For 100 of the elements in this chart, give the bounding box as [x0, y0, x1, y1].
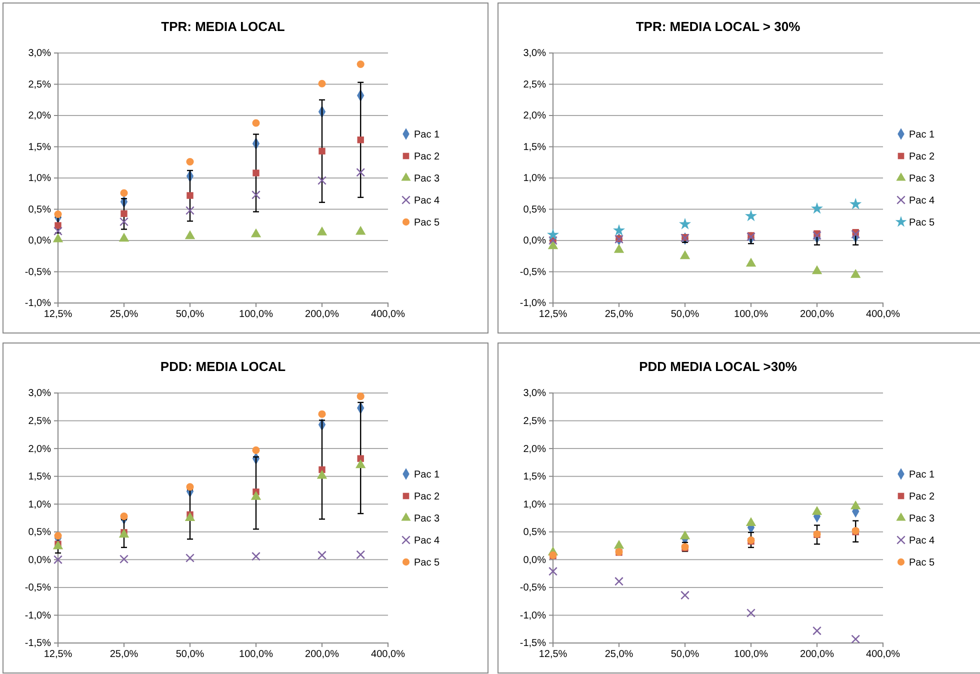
point: [546, 228, 560, 240]
legend-label: Pac 1: [414, 470, 440, 480]
legend-label: Pac 4: [414, 196, 440, 206]
legend-label: Pac 4: [909, 536, 936, 546]
y-tick-label: -1,0%: [24, 610, 52, 622]
x-tick-label: 50,0%: [670, 649, 700, 660]
y-tick-label: 1,5%: [28, 472, 52, 483]
legend-label: Pac 3: [414, 514, 440, 524]
y-tick-label: -1,0%: [520, 610, 546, 622]
x-tick-label: 200,0%: [305, 309, 340, 320]
y-tick-label: 0,0%: [28, 554, 52, 566]
x-tick-label: 25,0%: [110, 309, 138, 320]
point: [318, 410, 326, 418]
point: [184, 512, 196, 521]
point: [120, 554, 128, 564]
y-tick-label: 1,5%: [523, 472, 546, 483]
point: [812, 506, 822, 515]
y-tick-label: 0,0%: [523, 554, 546, 566]
chart-title: PDD: MEDIA LOCAL: [160, 359, 286, 374]
y-tick-label: 0,0%: [28, 236, 52, 247]
x-tick-label: 12,5%: [44, 649, 72, 660]
legend-label: Pac 2: [909, 152, 936, 162]
y-tick-label: 1,0%: [28, 173, 52, 184]
x-tick-label: 25,0%: [110, 649, 138, 660]
y-tick-label: 2,5%: [523, 416, 546, 427]
y-tick-label: -1,5%: [24, 638, 52, 650]
point: [250, 491, 262, 500]
x-tick-label: 400,0%: [866, 649, 900, 660]
point: [186, 206, 194, 215]
point: [612, 224, 626, 236]
legend-label: Pac 3: [414, 174, 440, 184]
y-tick-label: -1,5%: [520, 638, 546, 650]
x-tick-label: 400,0%: [371, 649, 406, 660]
point: [680, 590, 690, 600]
point: [316, 470, 328, 479]
x-tick-label: 50,0%: [670, 309, 700, 320]
point: [54, 555, 62, 564]
y-tick-label: 3,0%: [523, 388, 546, 400]
legend-label: Pac 4: [909, 196, 936, 206]
y-tick-label: -0,5%: [24, 266, 52, 278]
point: [810, 202, 824, 214]
y-tick-label: -0,5%: [24, 582, 52, 594]
y-tick-label: 0,0%: [523, 236, 546, 247]
point: [746, 608, 756, 618]
point: [252, 446, 260, 454]
legend-label: Pac 1: [909, 130, 936, 140]
y-tick-label: 2,5%: [28, 79, 52, 90]
point: [316, 226, 328, 236]
point: [812, 231, 822, 240]
legend-label: Pac 5: [414, 558, 440, 568]
point: [746, 258, 756, 267]
point: [812, 626, 822, 636]
point: [120, 210, 128, 217]
y-tick-label: 0,5%: [523, 204, 546, 216]
x-tick-label: 400,0%: [866, 309, 900, 320]
y-tick-label: 0,5%: [28, 204, 52, 216]
y-tick-label: -1,0%: [520, 298, 546, 310]
point: [746, 232, 756, 242]
legend-label: Pac 2: [414, 492, 440, 502]
point: [614, 540, 624, 549]
point: [680, 530, 690, 540]
legend-label: Pac 1: [909, 470, 936, 480]
point: [318, 550, 326, 560]
y-tick-label: 2,5%: [28, 416, 52, 427]
point: [120, 217, 128, 226]
legend-label: Pac 5: [909, 558, 936, 568]
point: [252, 170, 260, 176]
x-tick-label: 100,0%: [239, 309, 274, 320]
chart-title: TPR: MEDIA LOCAL: [161, 19, 285, 34]
y-tick-label: -0,5%: [520, 582, 546, 594]
point: [614, 244, 624, 253]
x-tick-label: 12,5%: [538, 649, 568, 660]
point: [252, 552, 260, 561]
point: [184, 230, 196, 240]
x-tick-label: 100,0%: [239, 649, 274, 660]
point: [548, 240, 558, 250]
point: [318, 148, 326, 154]
x-tick-label: 100,0%: [734, 649, 768, 660]
x-tick-label: 50,0%: [176, 649, 204, 660]
y-tick-label: 2,0%: [28, 110, 52, 122]
point: [252, 190, 260, 200]
point: [186, 158, 194, 166]
point: [186, 554, 194, 562]
point: [54, 532, 62, 540]
point: [744, 210, 758, 222]
x-tick-label: 25,0%: [604, 309, 634, 320]
point: [252, 119, 260, 127]
legend-label: Pac 5: [909, 218, 936, 228]
legend-label: Pac 2: [909, 492, 936, 502]
chart-title: PDD MEDIA LOCAL >30%: [639, 359, 798, 374]
y-tick-label: 3,0%: [523, 48, 546, 60]
legend-label: Pac 3: [909, 174, 936, 184]
point: [250, 228, 262, 238]
point: [812, 265, 822, 274]
point: [680, 250, 690, 260]
point: [678, 218, 692, 230]
y-tick-label: 2,0%: [523, 444, 546, 455]
y-tick-label: 2,5%: [523, 79, 546, 90]
point: [548, 566, 558, 576]
x-tick-label: 200,0%: [305, 649, 340, 660]
